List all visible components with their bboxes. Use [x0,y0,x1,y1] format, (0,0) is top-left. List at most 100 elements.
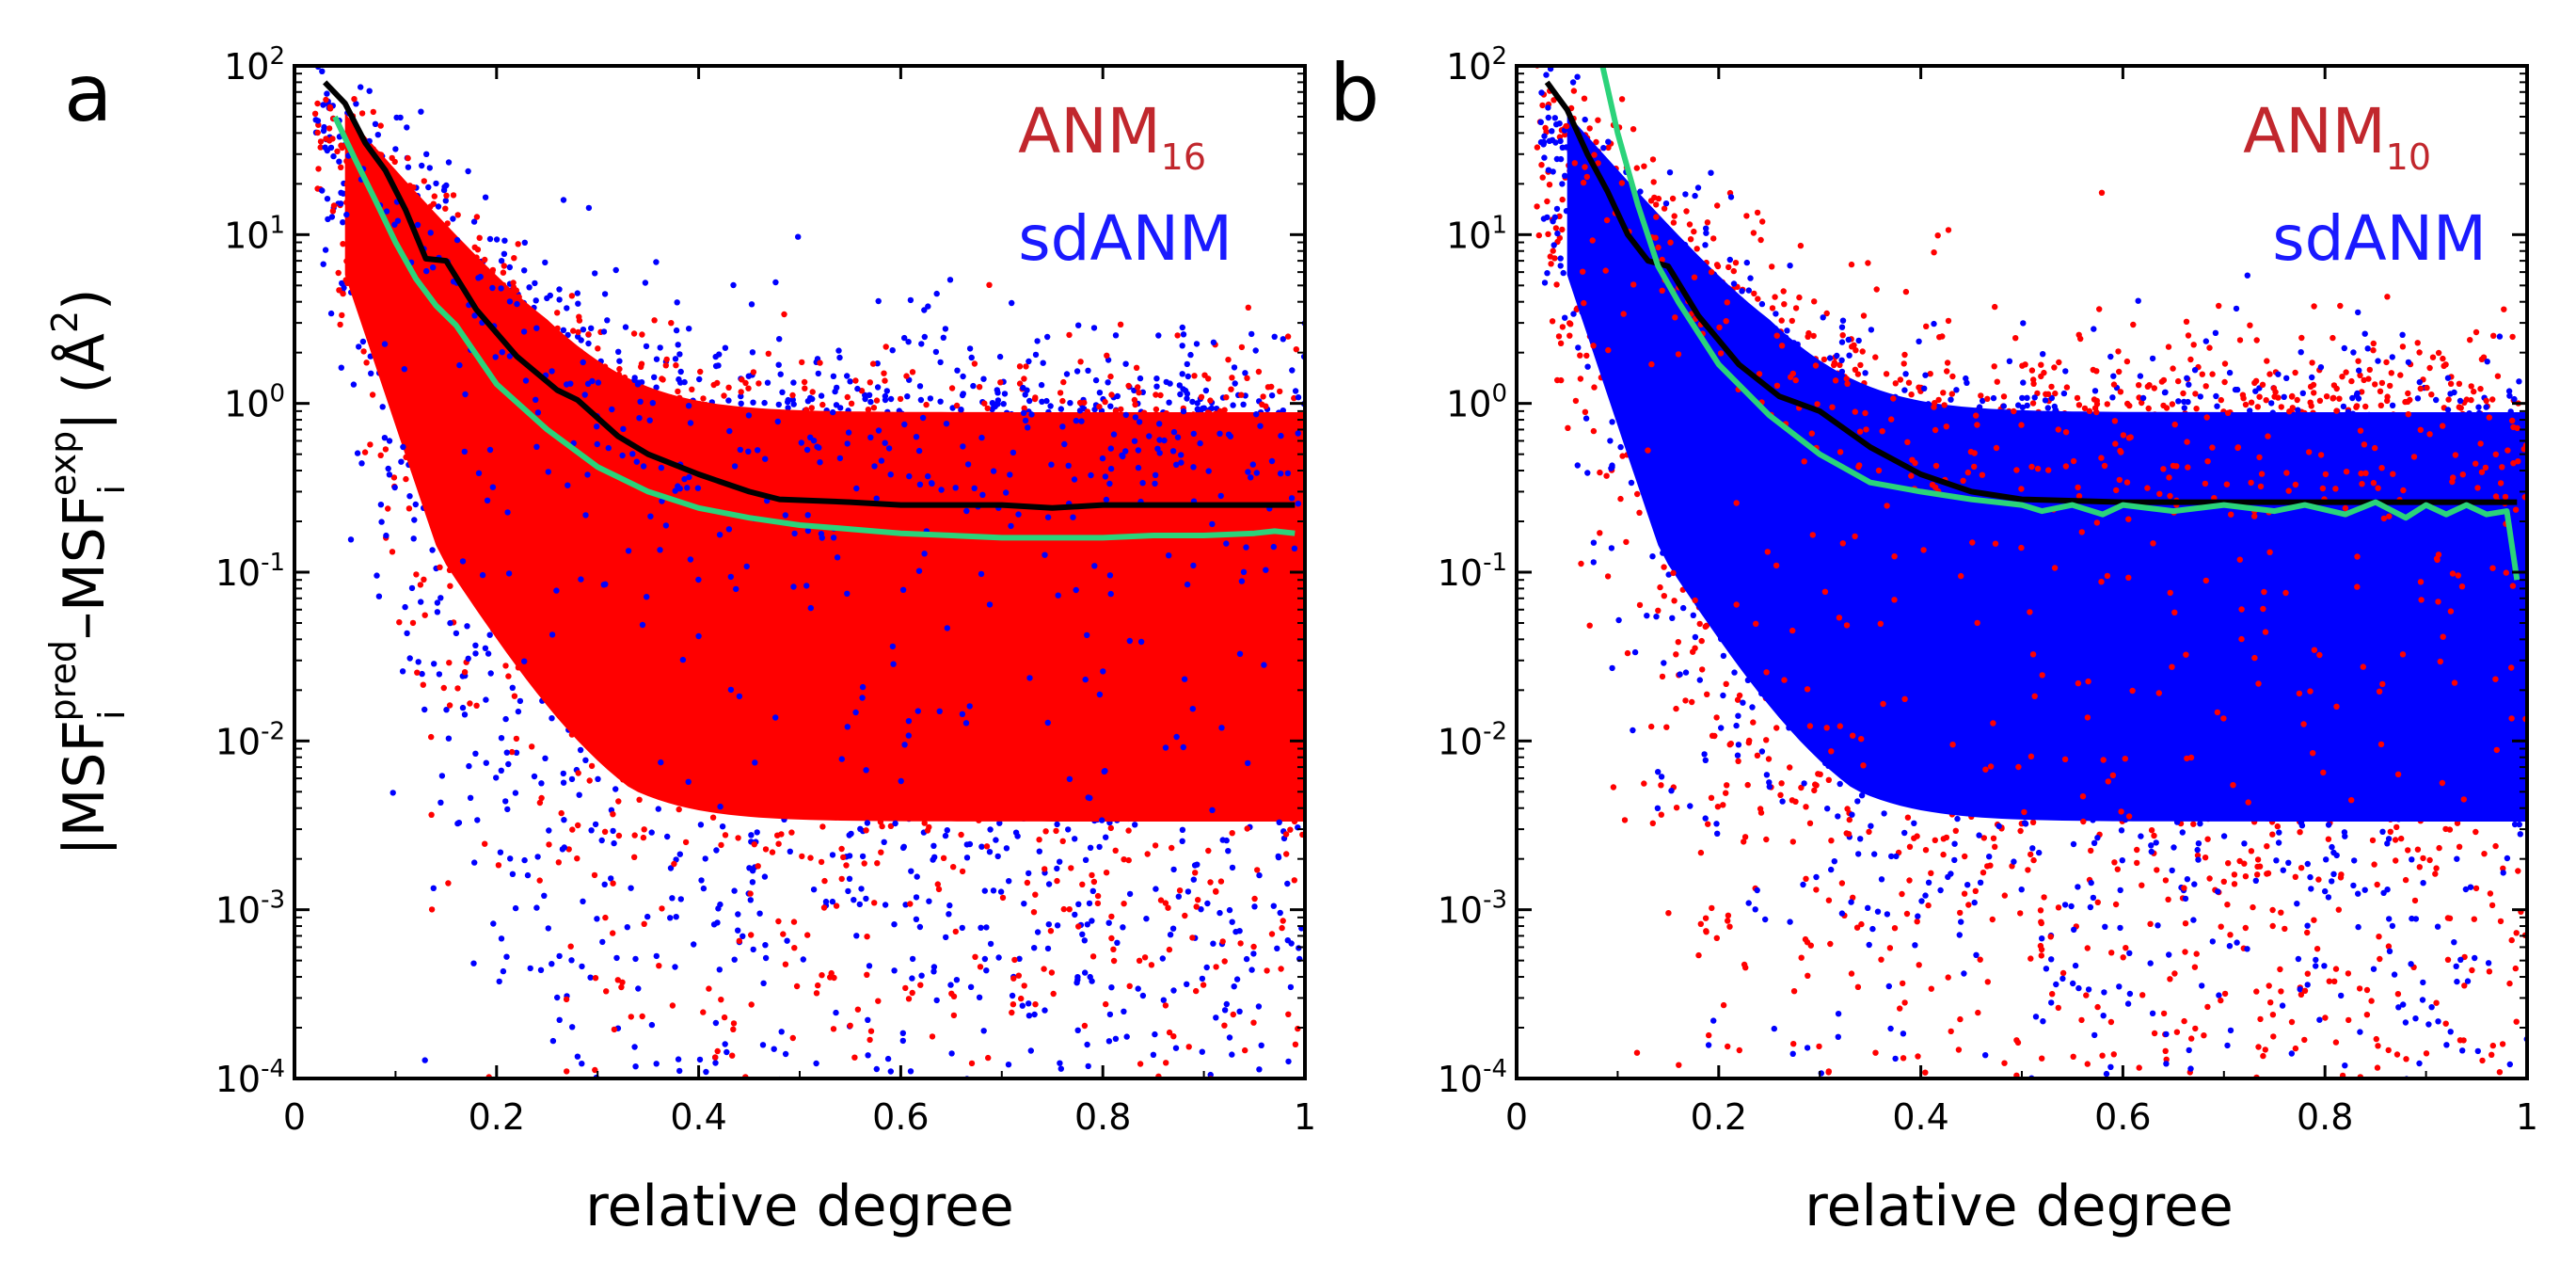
scatter-point [685,778,692,785]
scatter-point [925,674,931,680]
scatter-point [864,934,870,940]
scatter-point [1036,422,1042,429]
scatter-point [1280,701,1286,708]
scatter-point [631,832,638,839]
scatter-point [534,854,541,860]
scatter-point [569,826,576,833]
scatter-point [799,853,805,860]
scatter-point [951,718,959,725]
scatter-point [509,599,516,607]
scatter-point [1044,514,1052,520]
scatter-point [630,741,638,747]
scatter-point [947,559,954,566]
scatter-point [403,475,409,483]
scatter-point [1022,711,1028,717]
scatter-point [1072,711,1078,717]
scatter-point [489,491,496,498]
scatter-point [1038,381,1045,389]
scatter-point [616,358,623,364]
scatter-point [1232,432,1240,439]
scatter-point [1152,1030,1158,1038]
scatter-point [405,164,412,170]
scatter-point [388,209,395,216]
scatter-point [805,762,813,769]
scatter-point [700,885,708,892]
scatter-point [818,431,824,439]
scatter-point [368,370,374,376]
scatter-point [775,644,783,650]
scatter-point [806,726,814,733]
scatter-point [1055,455,1062,462]
scatter-point [858,722,865,728]
scatter-point [1256,1066,1263,1073]
scatter-point [1102,398,1108,406]
scatter-point [554,310,561,316]
scatter-point [1184,981,1190,988]
scatter-point [1005,1062,1012,1068]
scatter-point [1283,657,1291,663]
scatter-point [1200,413,1207,421]
scatter-point [905,339,912,345]
scatter-point [1185,464,1191,471]
scatter-point [1097,538,1105,546]
scatter-point [1250,950,1257,957]
scatter-point [1036,492,1042,499]
scatter-point [1270,903,1278,909]
scatter-point [775,840,782,847]
scatter-point [953,657,960,663]
scatter-point [463,364,469,372]
scatter-point [1144,426,1151,434]
scatter-point [498,258,505,264]
scatter-point [1057,858,1063,865]
scatter-point [1233,477,1241,484]
scatter-point [844,393,851,401]
scatter-point [1250,1019,1257,1026]
scatter-point [1180,682,1186,690]
scatter-point [518,369,526,375]
scatter-point [585,583,592,589]
scatter-point [1280,478,1288,486]
scatter-point [909,765,915,772]
scatter-point [900,506,907,513]
scatter-point [764,439,771,445]
scatter-point [769,849,776,855]
scatter-point [357,187,364,194]
scatter-point [854,476,861,484]
scatter-point [788,549,795,556]
scatter-point [674,299,680,306]
scatter-point [1090,878,1098,886]
scatter-point [692,479,699,486]
scatter-point [736,937,742,944]
scatter-point [1134,647,1141,654]
dense-cloud-core [344,113,1305,823]
scatter-point [1264,967,1270,974]
scatter-point [604,731,611,738]
scatter-point [703,402,709,408]
scatter-point [1175,447,1183,454]
scatter-point [668,434,675,441]
scatter-point [326,105,334,112]
scatter-point [429,547,436,553]
scatter-point [479,436,486,442]
scatter-point [513,735,520,743]
scatter-point [361,449,369,455]
scatter-point [854,1006,862,1013]
scatter-point [438,773,446,779]
scatter-point [1088,471,1094,479]
scatter-point [801,577,808,583]
scatter-point [386,471,393,478]
scatter-point [738,392,744,400]
scatter-point [955,429,962,436]
scatter-point [1126,890,1134,898]
scatter-point [983,967,990,974]
scatter-point [641,826,647,833]
scatter-point [1028,799,1035,806]
scatter-point [1109,813,1117,821]
scatter-point [672,964,678,970]
scatter-point [377,502,385,508]
scatter-point [435,236,441,244]
scatter-point [843,728,850,736]
scatter-point [506,353,514,359]
scatter-point [515,664,522,671]
scatter-point [1249,435,1257,441]
